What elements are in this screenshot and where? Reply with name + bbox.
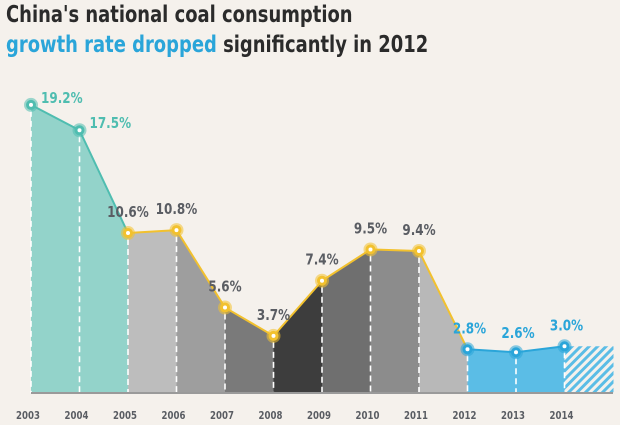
area-band-2010 xyxy=(370,249,419,393)
dashed-guides xyxy=(30,110,566,393)
x-tick-labels: 2003 2004 2005 2006 2007 2008 2009 2010 2011 2012… xyxy=(16,410,573,422)
data-label-2003: 19.2% xyxy=(41,90,83,108)
data-label-2007: 5.6% xyxy=(208,278,242,296)
title-line-1: China's national coal consumption xyxy=(6,2,353,28)
x-tick-2006: 2006 xyxy=(162,410,186,422)
point-center xyxy=(126,231,130,236)
title-highlight: growth rate dropped xyxy=(6,32,217,58)
x-tick-2007: 2007 xyxy=(210,410,234,422)
data-label-2011: 9.4% xyxy=(402,222,436,240)
data-point-2003 xyxy=(24,97,38,112)
point-center xyxy=(271,333,276,338)
data-label-2004: 17.5% xyxy=(90,115,132,133)
data-point-2014 xyxy=(557,339,572,354)
point-center xyxy=(465,347,470,352)
area-band-2012 xyxy=(467,349,516,393)
line-segment-2008 xyxy=(272,280,323,337)
x-tick-2012: 2012 xyxy=(453,410,477,422)
data-point-2012 xyxy=(460,342,475,357)
point-center xyxy=(174,228,179,233)
data-label-2012: 2.8% xyxy=(453,320,487,338)
data-point-2010 xyxy=(363,242,378,257)
point-center xyxy=(417,248,421,253)
data-point-2007 xyxy=(218,300,232,315)
x-tick-2014: 2014 xyxy=(550,410,574,422)
data-label-2010: 9.5% xyxy=(354,220,388,238)
line-segment-2011 xyxy=(418,250,469,350)
area-band-2009 xyxy=(322,249,371,393)
data-labels: 19.2% 17.5% 10.6% 10.8% 5.6% 3.7% 7.4% 9.5% 9.4%… xyxy=(41,90,583,343)
data-point-2013 xyxy=(509,345,523,360)
area-band-2005 xyxy=(128,230,177,393)
title-line-2: growth rate dropped significantly in 201… xyxy=(6,30,428,60)
area-band-2008 xyxy=(273,280,322,393)
area-band-2004 xyxy=(79,130,128,393)
x-tick-2003: 2003 xyxy=(16,410,40,422)
data-points xyxy=(24,97,572,360)
area-bands xyxy=(31,104,614,394)
point-center xyxy=(368,247,373,252)
x-tick-2010: 2010 xyxy=(356,410,380,422)
data-label-2014: 3.0% xyxy=(550,317,584,335)
data-label-2005: 10.6% xyxy=(107,204,149,222)
area-band-2003 xyxy=(31,104,80,394)
line-segment-2013 xyxy=(515,345,565,354)
line-segment-2004 xyxy=(78,129,129,234)
point-center xyxy=(514,350,518,355)
area-band-2006 xyxy=(176,230,225,393)
point-center xyxy=(320,278,324,283)
area-band-2013 xyxy=(516,346,565,393)
line-segment-2006 xyxy=(175,229,226,309)
x-tick-2013: 2013 xyxy=(501,410,525,422)
data-point-2009 xyxy=(315,273,329,288)
x-tick-2008: 2008 xyxy=(259,410,283,422)
area-band-2011 xyxy=(419,250,468,393)
x-tick-2004: 2004 xyxy=(65,410,89,422)
data-label-2009: 7.4% xyxy=(305,251,339,269)
chart-title: China's national coal consumption growth… xyxy=(6,0,428,60)
data-label-2013: 2.6% xyxy=(501,325,535,343)
x-tick-2009: 2009 xyxy=(307,410,331,422)
data-label-2008: 3.7% xyxy=(257,307,291,325)
x-tick-2005: 2005 xyxy=(113,410,137,422)
data-point-2006 xyxy=(169,223,184,238)
area-band-2014 xyxy=(564,346,614,393)
line-segment-2010 xyxy=(370,248,420,252)
title-rest: significantly in 2012 xyxy=(216,32,429,58)
line-segment-2003 xyxy=(30,104,80,132)
data-label-2006: 10.8% xyxy=(156,201,198,219)
point-center xyxy=(77,128,82,133)
line-segment-2009 xyxy=(321,248,372,282)
data-point-2005 xyxy=(121,226,135,241)
data-point-2004 xyxy=(72,123,87,138)
trend-line xyxy=(30,104,565,354)
data-point-2011 xyxy=(412,243,426,258)
line-segment-2007 xyxy=(224,306,275,337)
point-center xyxy=(562,344,567,349)
x-tick-2011: 2011 xyxy=(404,410,428,422)
point-center xyxy=(223,305,227,310)
point-center xyxy=(29,102,33,107)
data-point-2008 xyxy=(266,328,281,343)
line-segment-2012 xyxy=(467,348,517,354)
line-segment-2005 xyxy=(127,229,177,235)
